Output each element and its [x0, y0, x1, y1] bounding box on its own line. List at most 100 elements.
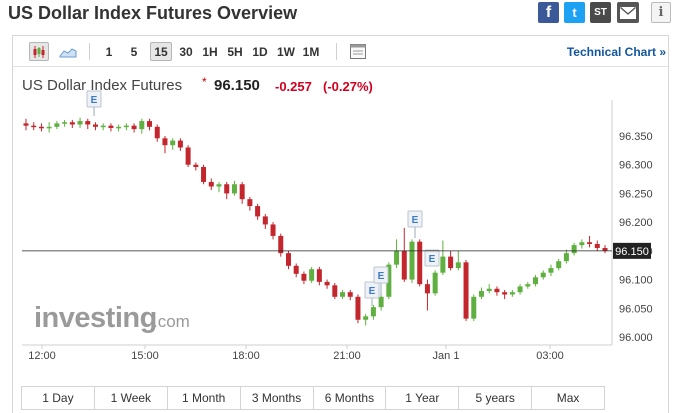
candlestick-chart-icon[interactable]	[29, 42, 49, 61]
y-tick-label: 96.250	[619, 188, 653, 200]
interval-1m-button[interactable]: 1M	[302, 44, 320, 59]
y-axis: 96.35096.30096.25096.20096.15096.10096.0…	[619, 131, 653, 344]
toolbar-separator	[336, 43, 337, 60]
candle-body	[571, 245, 577, 254]
candle-body	[394, 250, 400, 265]
info-icon[interactable]: i	[651, 2, 671, 23]
x-tick-label: 03:00	[536, 350, 564, 362]
candle-body	[224, 184, 230, 194]
candle-body	[185, 147, 191, 165]
candle-body	[231, 184, 237, 194]
range-1-week-button[interactable]: 1 Week	[94, 387, 168, 409]
facebook-share-icon[interactable]: f	[538, 2, 559, 23]
candle-body	[54, 123, 60, 127]
range-5-years-button[interactable]: 5 years	[459, 387, 533, 409]
candle-body	[417, 241, 423, 285]
x-tick-label: Jan 1	[433, 350, 460, 362]
candle-body	[324, 281, 330, 286]
x-axis: 12:00 15:00 18:00 21:00 Jan 1 03:00	[28, 345, 564, 362]
last-price: 96.150	[214, 77, 260, 94]
candle-body	[525, 284, 531, 287]
range-1-year-button[interactable]: 1 Year	[386, 387, 460, 409]
candle-body	[123, 125, 129, 128]
stocktwits-share-icon[interactable]: ST	[590, 2, 611, 23]
candle-body	[46, 126, 52, 129]
candle-body	[255, 206, 261, 217]
candle-body	[131, 125, 137, 130]
y-tick-label: 96.000	[619, 332, 653, 344]
range-1-day-button[interactable]: 1 Day	[22, 387, 95, 409]
y-tick-label: 96.050	[619, 303, 653, 315]
candle-body	[154, 126, 160, 139]
interval-30-button[interactable]: 30	[179, 44, 193, 59]
investing-logo: investing	[34, 302, 157, 334]
interval-5-button[interactable]: 5	[130, 44, 138, 59]
candle-body	[108, 125, 114, 128]
instrument-name: US Dollar Index Futures	[22, 77, 183, 94]
candle-body	[424, 284, 430, 294]
candle-body	[556, 261, 562, 269]
email-share-icon[interactable]	[617, 2, 639, 23]
candle-body	[316, 269, 322, 282]
candle-body	[478, 291, 484, 297]
event-marker-label: E	[91, 95, 98, 106]
time-range-selector: 1 Day 1 Week 1 Month 3 Months 6 Months 1…	[21, 386, 605, 410]
event-marker	[407, 210, 423, 228]
candle-body	[85, 121, 91, 125]
twitter-share-icon[interactable]: t	[564, 2, 585, 23]
chart-settings-icon[interactable]	[347, 42, 369, 61]
candle-body	[471, 296, 477, 319]
candle-body	[594, 243, 600, 248]
candle-body	[378, 296, 384, 308]
candle-body	[201, 167, 207, 182]
candle-body	[177, 140, 183, 148]
event-marker-label: E	[429, 254, 436, 265]
candle-body	[100, 125, 106, 128]
interval-5h-button[interactable]: 5H	[227, 44, 243, 59]
interval-1h-button[interactable]: 1H	[202, 44, 218, 59]
x-tick-label: 18:00	[232, 350, 260, 362]
candle-body	[170, 140, 176, 146]
candle-body	[293, 265, 299, 274]
y-tick-label: 96.300	[619, 160, 653, 172]
candle-body	[309, 269, 315, 281]
candle-body	[540, 272, 546, 278]
candle-body	[347, 292, 353, 297]
area-chart-icon[interactable]	[57, 42, 79, 61]
range-6-months-button[interactable]: 6 Months	[313, 387, 387, 409]
candle-body	[62, 122, 68, 124]
candle-body	[440, 256, 446, 273]
candle-body	[162, 138, 168, 146]
candle-body	[533, 277, 539, 285]
x-tick-label: 12:00	[28, 350, 56, 362]
event-marker-label: E	[378, 271, 385, 282]
range-1-month-button[interactable]: 1 Month	[167, 387, 241, 409]
event-marker-label: E	[369, 286, 376, 297]
candle-body	[563, 253, 569, 262]
interval-1w-button[interactable]: 1W	[277, 44, 295, 59]
interval-15-button[interactable]: 15	[150, 42, 172, 61]
range-max-button[interactable]: Max	[532, 387, 604, 409]
candle-body	[301, 273, 307, 281]
candle-body	[432, 272, 438, 294]
candle-body	[486, 288, 492, 292]
candle-body	[285, 253, 291, 266]
chart-toolbar: 1 5 15 30 1H 5H 1D 1W 1M Technical Chart…	[13, 37, 668, 67]
candle-body	[548, 268, 554, 273]
candle-body	[463, 262, 469, 319]
candle-body	[38, 126, 44, 129]
interval-1-button[interactable]: 1	[105, 44, 113, 59]
technical-chart-link[interactable]: Technical Chart »	[566, 45, 666, 59]
range-3-months-button[interactable]: 3 Months	[240, 387, 314, 409]
price-change: -0.257	[275, 79, 312, 94]
event-marker	[86, 90, 102, 108]
candle-body	[193, 164, 199, 168]
y-tick-label: 96.350	[619, 131, 653, 143]
candle-body	[370, 307, 376, 317]
candle-body	[239, 184, 245, 200]
interval-1d-button[interactable]: 1D	[252, 44, 268, 59]
candle-body	[116, 126, 122, 129]
candle-body	[262, 216, 268, 225]
